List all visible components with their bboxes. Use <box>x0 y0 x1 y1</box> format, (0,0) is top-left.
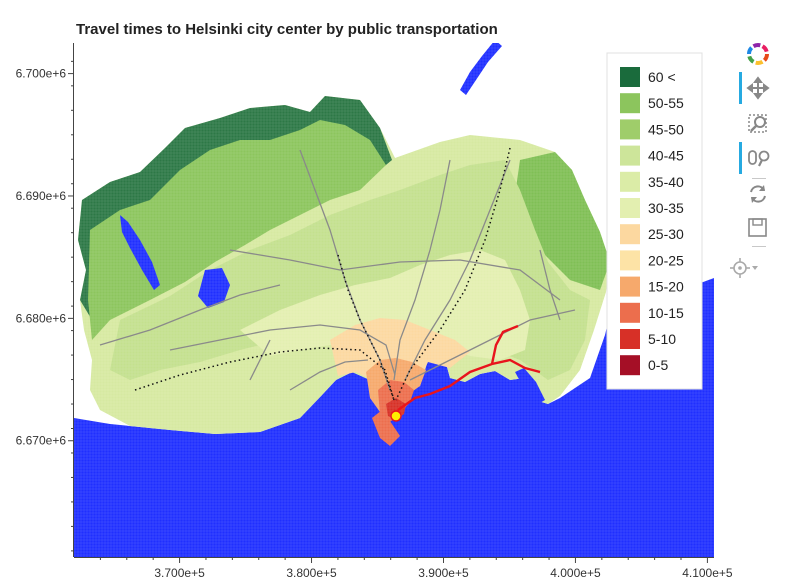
legend-label: 20-25 <box>648 252 684 268</box>
x-tick-label: 4.100e+5 <box>682 566 733 580</box>
logo-icon <box>747 43 769 65</box>
road-network <box>99 149 576 391</box>
rail-lines <box>134 147 511 401</box>
x-tick-label: 3.900e+5 <box>418 566 469 580</box>
legend-swatch <box>620 67 640 87</box>
legend-swatch <box>620 276 640 297</box>
legend-swatch <box>620 171 640 192</box>
legend-label: 25-30 <box>648 226 684 242</box>
legend-swatch <box>620 198 640 218</box>
pan-icon <box>746 76 770 100</box>
legend-label: 50-55 <box>648 95 684 111</box>
x-tick-label: 3.800e+5 <box>286 566 337 580</box>
reset-icon <box>750 185 766 203</box>
y-tick-label: 6.690e+6 <box>16 189 67 203</box>
y-ticks: 6.670e+6 6.680e+6 6.690e+6 6.700e+6 <box>16 60 74 552</box>
legend-swatch <box>620 355 640 376</box>
box-zoom-tool[interactable] <box>736 108 780 140</box>
legend-label: 45-50 <box>648 121 684 137</box>
legend-swatch <box>620 250 640 271</box>
x-tick-label: 3.700e+5 <box>154 566 205 580</box>
toolbar-divider <box>752 178 766 179</box>
center-marker <box>390 410 402 422</box>
wheel-zoom-tool[interactable] <box>736 142 780 174</box>
x-ticks: 3.700e+5 3.800e+5 3.900e+5 4.000e+5 4.100e+5 <box>99 557 733 580</box>
legend-label: 5-10 <box>648 331 676 347</box>
reset-tool[interactable] <box>736 178 780 210</box>
legend-label: 0-5 <box>648 357 668 373</box>
x-tick-label: 4.000e+5 <box>550 566 601 580</box>
box-zoom-icon <box>748 114 767 133</box>
chart-title: Travel times to Helsinki city center by … <box>76 21 498 38</box>
legend-label: 60 < <box>648 69 676 85</box>
legend-swatch <box>620 302 640 323</box>
legend-swatch <box>620 93 640 114</box>
toolbar-divider <box>752 246 766 247</box>
bokeh-logo[interactable] <box>736 38 780 70</box>
save-icon <box>748 218 767 237</box>
wheel-zoom-icon <box>748 150 770 167</box>
y-tick-label: 6.680e+6 <box>16 311 67 325</box>
legend-swatch <box>620 145 640 166</box>
legend-label: 35-40 <box>648 174 684 190</box>
legend-swatch <box>620 119 640 140</box>
legend-label: 40-45 <box>648 148 684 164</box>
save-tool[interactable] <box>736 212 780 244</box>
y-tick-label: 6.670e+6 <box>16 434 67 448</box>
hover-tool[interactable] <box>720 252 764 284</box>
legend-label: 15-20 <box>648 279 684 295</box>
metro-line <box>397 324 541 411</box>
legend: 60 < 50-55 45-50 40-45 35-40 30-35 25-30 20-25 1… <box>606 52 703 390</box>
legend-swatch <box>620 224 640 245</box>
legend-label: 30-35 <box>648 200 684 216</box>
hover-icon <box>730 258 758 278</box>
legend-swatch <box>620 329 640 349</box>
y-tick-label: 6.700e+6 <box>16 67 67 81</box>
chevron-down-icon <box>752 266 758 270</box>
pan-tool[interactable] <box>736 72 780 104</box>
legend-label: 10-15 <box>648 305 684 321</box>
